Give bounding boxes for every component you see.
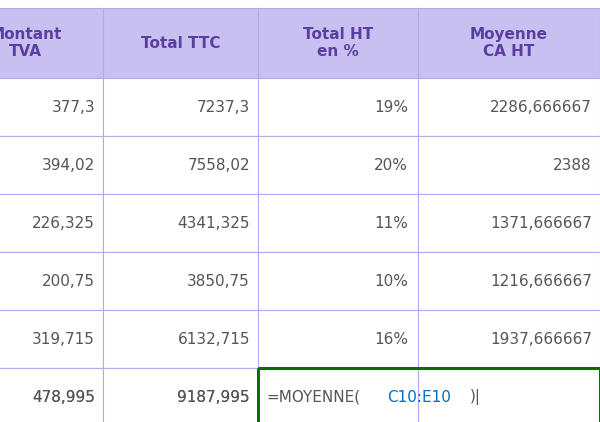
Text: 9187,995: 9187,995 bbox=[178, 390, 250, 405]
Bar bbox=[418, 310, 600, 368]
Text: 3850,75: 3850,75 bbox=[187, 273, 250, 289]
Text: =MOYENNE(: =MOYENNE( bbox=[266, 390, 360, 405]
Text: 478,995: 478,995 bbox=[32, 390, 95, 405]
Bar bbox=[103, 368, 258, 422]
Text: 319,715: 319,715 bbox=[32, 332, 95, 346]
Bar bbox=[103, 78, 258, 136]
Bar bbox=[258, 368, 418, 422]
Text: Montant
TVA: Montant TVA bbox=[0, 27, 62, 59]
Bar bbox=[418, 368, 600, 422]
Bar bbox=[418, 368, 600, 422]
Text: 478,995: 478,995 bbox=[32, 390, 95, 405]
Bar bbox=[258, 368, 600, 422]
Bar bbox=[0, 252, 103, 310]
Text: C10:E10: C10:E10 bbox=[388, 390, 451, 405]
Bar bbox=[103, 252, 258, 310]
Bar bbox=[258, 136, 418, 194]
Bar bbox=[418, 252, 600, 310]
Bar bbox=[0, 8, 103, 78]
Bar bbox=[258, 368, 418, 422]
Bar bbox=[0, 136, 103, 194]
Bar bbox=[103, 8, 258, 78]
Bar bbox=[258, 310, 418, 368]
Text: 7237,3: 7237,3 bbox=[197, 100, 250, 114]
Text: 394,02: 394,02 bbox=[42, 157, 95, 173]
Text: 9187,995: 9187,995 bbox=[178, 390, 250, 405]
Bar bbox=[0, 310, 103, 368]
Bar bbox=[0, 368, 103, 422]
Bar bbox=[258, 194, 418, 252]
Bar bbox=[258, 252, 418, 310]
Text: 4341,325: 4341,325 bbox=[178, 216, 250, 230]
Text: 1216,666667: 1216,666667 bbox=[490, 273, 592, 289]
Bar bbox=[418, 78, 600, 136]
Text: 1937,666667: 1937,666667 bbox=[490, 332, 592, 346]
Text: 20%: 20% bbox=[374, 157, 408, 173]
Bar bbox=[103, 136, 258, 194]
Text: 377,3: 377,3 bbox=[52, 100, 95, 114]
Bar bbox=[103, 368, 258, 422]
Text: 226,325: 226,325 bbox=[32, 216, 95, 230]
Bar bbox=[418, 8, 600, 78]
Text: 2286,666667: 2286,666667 bbox=[490, 100, 592, 114]
Text: 19%: 19% bbox=[374, 100, 408, 114]
Bar bbox=[258, 78, 418, 136]
Bar bbox=[0, 194, 103, 252]
Text: 10%: 10% bbox=[374, 273, 408, 289]
Bar bbox=[258, 8, 418, 78]
Text: 200,75: 200,75 bbox=[42, 273, 95, 289]
Text: 7558,02: 7558,02 bbox=[187, 157, 250, 173]
Text: )|: )| bbox=[470, 389, 481, 405]
Text: 1371,666667: 1371,666667 bbox=[490, 216, 592, 230]
Text: Total HT
en %: Total HT en % bbox=[303, 27, 373, 59]
Text: 16%: 16% bbox=[374, 332, 408, 346]
Text: 2388: 2388 bbox=[553, 157, 592, 173]
Text: Total TTC: Total TTC bbox=[141, 35, 220, 51]
Bar bbox=[0, 78, 103, 136]
Bar bbox=[103, 194, 258, 252]
Text: 11%: 11% bbox=[374, 216, 408, 230]
Bar bbox=[103, 310, 258, 368]
Text: Moyenne
CA HT: Moyenne CA HT bbox=[470, 27, 548, 59]
Bar bbox=[0, 368, 103, 422]
Bar bbox=[418, 194, 600, 252]
Bar bbox=[258, 368, 600, 422]
Text: 6132,715: 6132,715 bbox=[178, 332, 250, 346]
Bar bbox=[418, 136, 600, 194]
